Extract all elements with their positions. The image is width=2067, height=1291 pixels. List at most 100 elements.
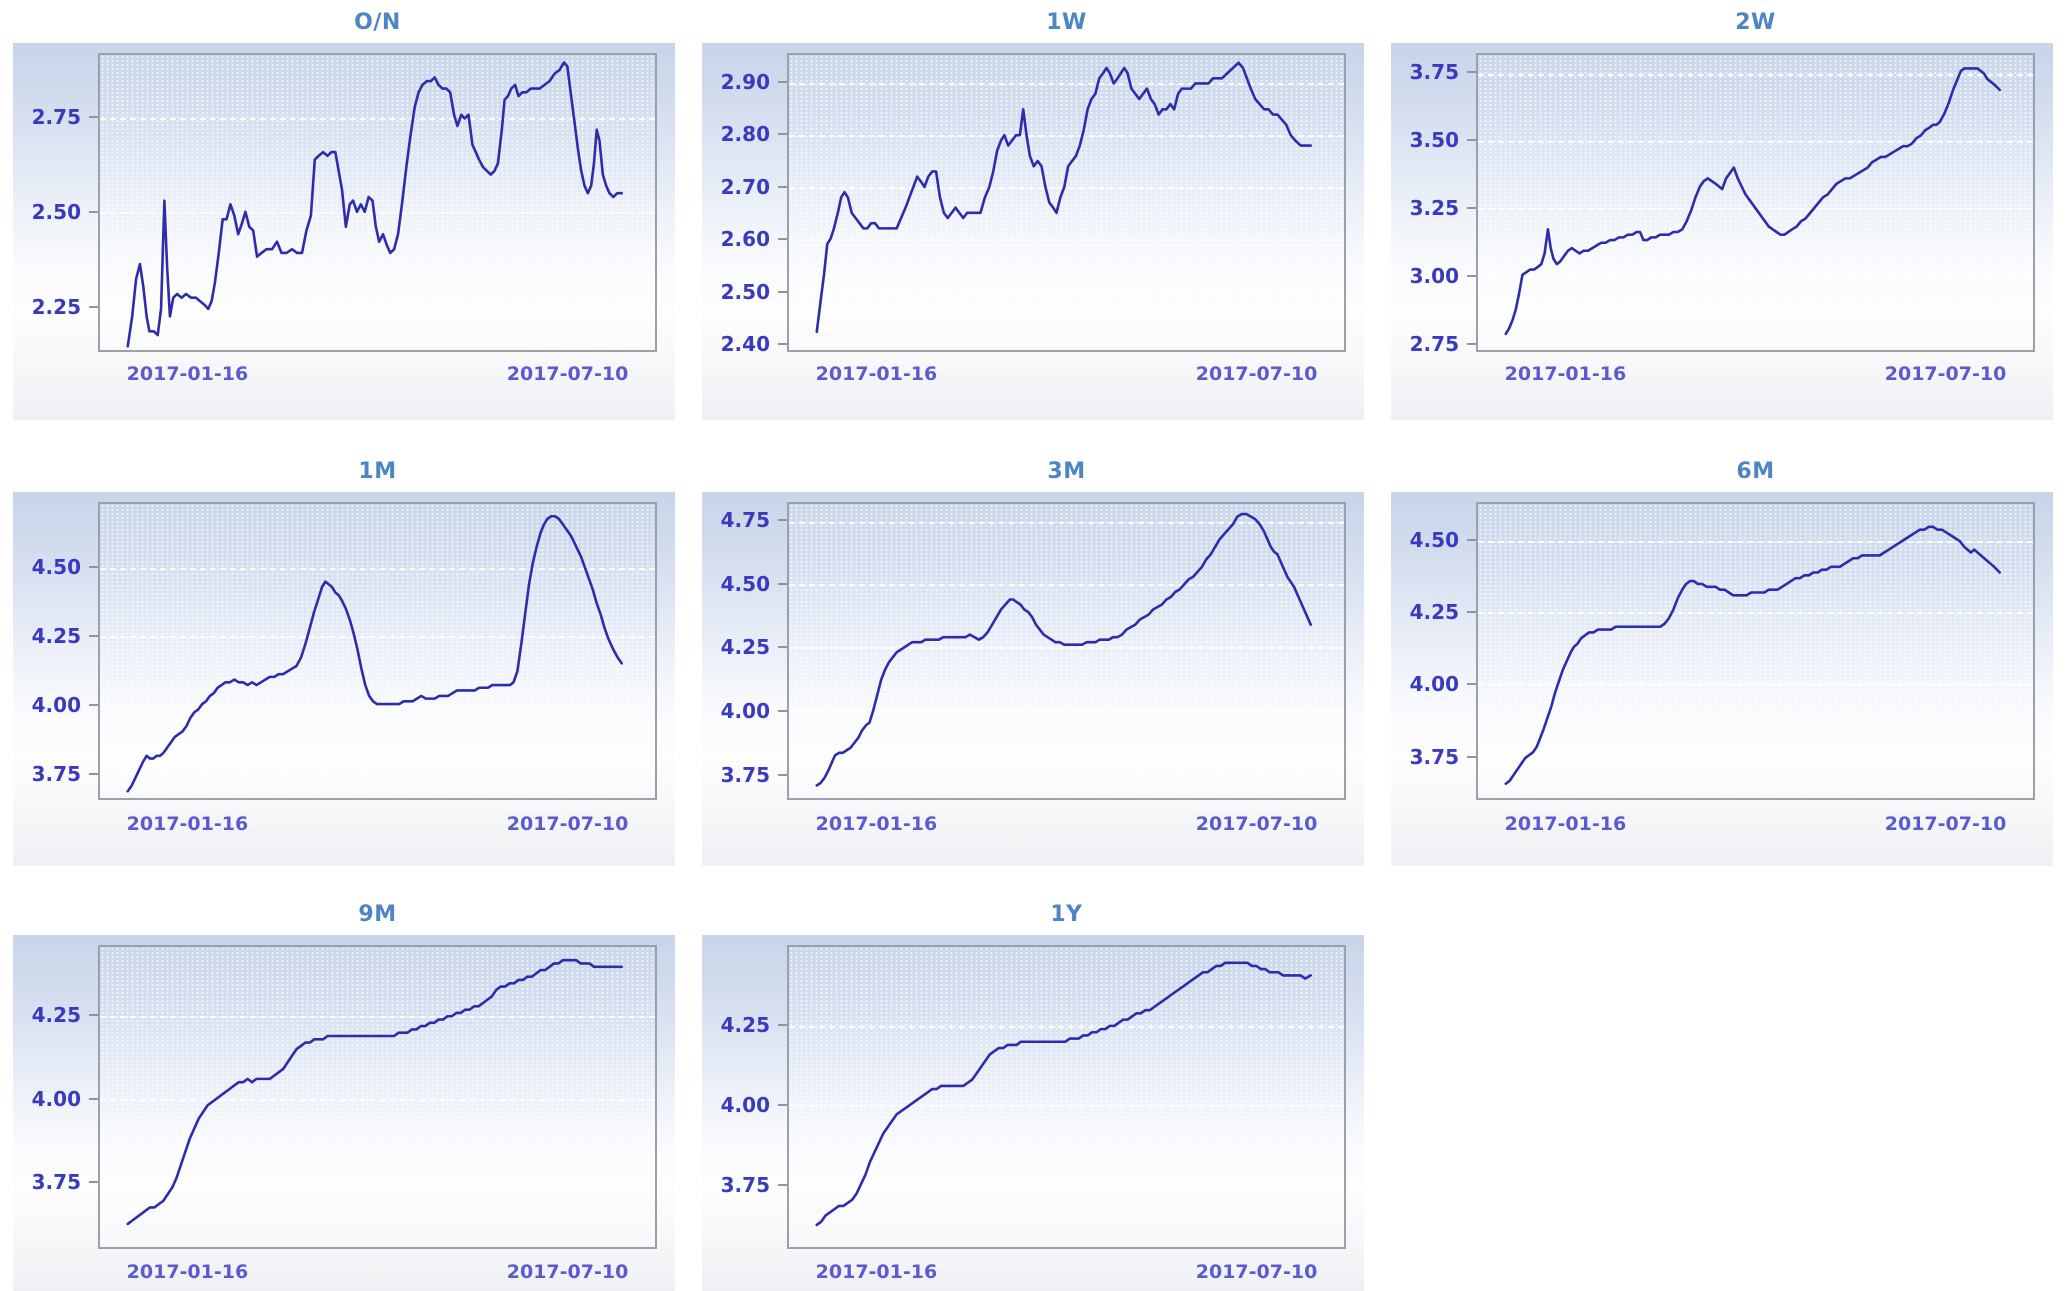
series-line-2w [1506, 68, 2000, 334]
y-tick-label: 4.50 [31, 554, 81, 579]
series-svg [100, 55, 655, 350]
y-tick-mark [778, 238, 787, 241]
chart-1m: 1M 3.75 4.00 4.25 4.50 2017-01-16 2017-07-10 [13, 455, 675, 866]
x-tick-label: 2017-01-16 [815, 363, 938, 385]
y-tick-mark [1467, 683, 1476, 686]
y-tick-mark [778, 343, 787, 346]
y-tick-label: 4.00 [1409, 672, 1459, 697]
series-svg [100, 504, 655, 798]
y-tick-mark [778, 1024, 787, 1026]
x-tick-label: 2017-01-16 [1504, 363, 1627, 385]
y-tick-mark [89, 703, 98, 706]
chart-panel: 3.75 4.00 4.25 4.50 2017-01-16 2017-07-10 [1391, 492, 2053, 866]
y-tick-mark [778, 185, 787, 188]
y-tick-label: 4.00 [720, 698, 770, 723]
x-tick-label: 2017-07-10 [506, 1261, 629, 1283]
y-tick-label: 3.75 [31, 1170, 81, 1195]
y-tick-label: 4.50 [1409, 527, 1459, 552]
y-tick-mark [89, 305, 98, 308]
y-tick-label: 4.00 [720, 1093, 770, 1117]
chart-title: 3M [1047, 459, 1086, 484]
chart-title: 6M [1736, 459, 1775, 484]
y-tick-mark [1467, 755, 1476, 758]
gridline [1478, 541, 2033, 544]
y-tick-label: 4.50 [720, 571, 770, 596]
x-tick-label: 2017-01-16 [1504, 813, 1627, 835]
series-line-1w [817, 63, 1311, 332]
y-tick-label: 4.25 [1409, 599, 1459, 624]
x-tick-label: 2017-01-16 [815, 1261, 938, 1283]
y-tick-mark [89, 634, 98, 637]
gridline [789, 772, 1344, 775]
y-tick-label: 2.75 [31, 105, 81, 130]
y-tick-mark [1467, 138, 1476, 141]
y-tick-mark [778, 1104, 787, 1106]
series-line-1y [817, 963, 1311, 1225]
y-tick-mark [778, 518, 787, 521]
y-tick-mark [778, 1184, 787, 1186]
y-tick-label: 3.50 [1409, 127, 1459, 152]
plot-area [98, 53, 657, 352]
y-tick-label: 2.90 [720, 69, 770, 94]
series-svg [789, 947, 1344, 1247]
gridline [789, 710, 1344, 713]
gridline [1478, 341, 2033, 344]
y-tick-label: 2.50 [31, 199, 81, 224]
y-tick-mark [778, 646, 787, 649]
y-tick-mark [89, 1097, 98, 1100]
y-tick-mark [778, 80, 787, 83]
y-tick-mark [778, 290, 787, 293]
chart-title: 1W [1046, 10, 1087, 35]
series-line-3m [817, 514, 1311, 785]
chart-panel: 2.75 3.00 3.25 3.50 3.75 2017-01-16 2017-07-10 [1391, 43, 2053, 420]
gridline [100, 118, 655, 121]
y-tick-label: 3.25 [1409, 195, 1459, 220]
gridline [100, 1098, 655, 1101]
chart-panel: 3.75 4.00 4.25 4.50 4.75 2017-01-16 2017-07-10 [702, 492, 1364, 866]
series-svg [100, 947, 655, 1247]
gridline [789, 83, 1344, 86]
x-tick-label: 2017-07-10 [1884, 813, 2007, 835]
plot-area [98, 945, 657, 1249]
y-tick-label: 2.80 [720, 122, 770, 147]
y-tick-label: 2.75 [1409, 331, 1459, 356]
x-tick-label: 2017-01-16 [126, 813, 249, 835]
y-tick-label: 4.25 [31, 1003, 81, 1028]
gridline [789, 238, 1344, 241]
gridline [100, 211, 655, 214]
y-tick-label: 3.75 [31, 761, 81, 786]
plot-area [787, 53, 1346, 352]
gridline [100, 1016, 655, 1019]
y-tick-mark [1467, 206, 1476, 209]
gridline [100, 636, 655, 639]
gridline [789, 1104, 1344, 1107]
chart-9m: 9M 3.75 4.00 4.25 2017-01-16 2017-07-10 [13, 898, 675, 1291]
y-tick-mark [1467, 274, 1476, 277]
y-tick-mark [778, 133, 787, 136]
gridline [100, 305, 655, 308]
y-tick-mark [778, 709, 787, 712]
chart-panel: 3.75 4.00 4.25 2017-01-16 2017-07-10 [702, 935, 1364, 1291]
chart-title: 1M [358, 459, 397, 484]
y-tick-label: 4.00 [31, 1086, 81, 1111]
plot-area [1476, 53, 2035, 352]
y-tick-mark [1467, 71, 1476, 74]
chart-title: O/N [354, 10, 401, 35]
x-tick-label: 2017-01-16 [126, 363, 249, 385]
chart-panel: 3.75 4.00 4.25 2017-01-16 2017-07-10 [13, 935, 675, 1291]
series-svg [1478, 504, 2033, 798]
plot-area [1476, 502, 2035, 800]
series-svg [789, 504, 1344, 798]
series-line-1m [128, 516, 622, 791]
y-tick-label: 4.25 [31, 623, 81, 648]
gridline [1478, 612, 2033, 615]
y-tick-mark [1467, 342, 1476, 345]
gridline [1478, 73, 2033, 76]
chart-panel: 3.75 4.00 4.25 4.50 2017-01-16 2017-07-10 [13, 492, 675, 866]
y-tick-label: 4.00 [31, 692, 81, 717]
gridline [789, 186, 1344, 189]
chart-title: 2W [1735, 10, 1776, 35]
gridline [1478, 140, 2033, 143]
y-tick-label: 3.00 [1409, 263, 1459, 288]
series-line-6m [1506, 527, 2000, 784]
